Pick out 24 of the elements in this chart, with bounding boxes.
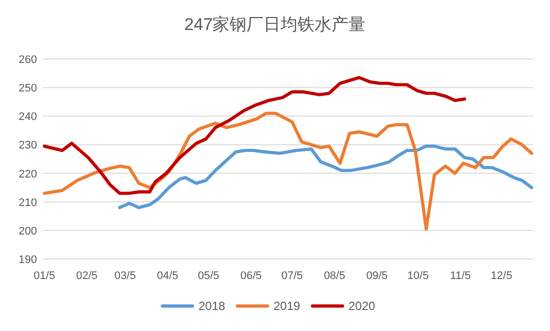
y-tick-label: 190: [18, 254, 37, 266]
x-tick-label: 06/5: [240, 270, 262, 282]
y-tick-label: 250: [18, 82, 37, 95]
x-tick-label: 04/5: [156, 270, 178, 282]
y-tick-label: 210: [18, 196, 37, 209]
x-tick-label: 11/5: [450, 270, 471, 282]
y-tick-label: 220: [18, 168, 37, 180]
chart-title: 247家钢厂日均铁水产量: [184, 15, 366, 34]
x-tick-label: 01/5: [34, 270, 56, 282]
y-tick-label: 240: [18, 111, 37, 124]
x-tick-label: 03/5: [114, 270, 136, 282]
x-tick-label: 05/5: [198, 270, 220, 282]
y-tick-label: 200: [18, 225, 37, 238]
legend-label: 2019: [274, 299, 301, 313]
y-tick-label: 260: [18, 54, 37, 66]
legend-label: 2018: [198, 299, 226, 313]
y-tick-label: 230: [18, 140, 37, 152]
x-tick-label: 10/5: [407, 270, 429, 282]
x-tick-label: 09/5: [366, 270, 388, 282]
legend-label: 2020: [348, 299, 376, 313]
x-tick-label: 02/5: [76, 270, 98, 282]
x-tick-label: 12/5: [490, 270, 512, 282]
x-tick-label: 08/5: [324, 270, 346, 282]
x-tick-label: 07/5: [281, 270, 303, 282]
